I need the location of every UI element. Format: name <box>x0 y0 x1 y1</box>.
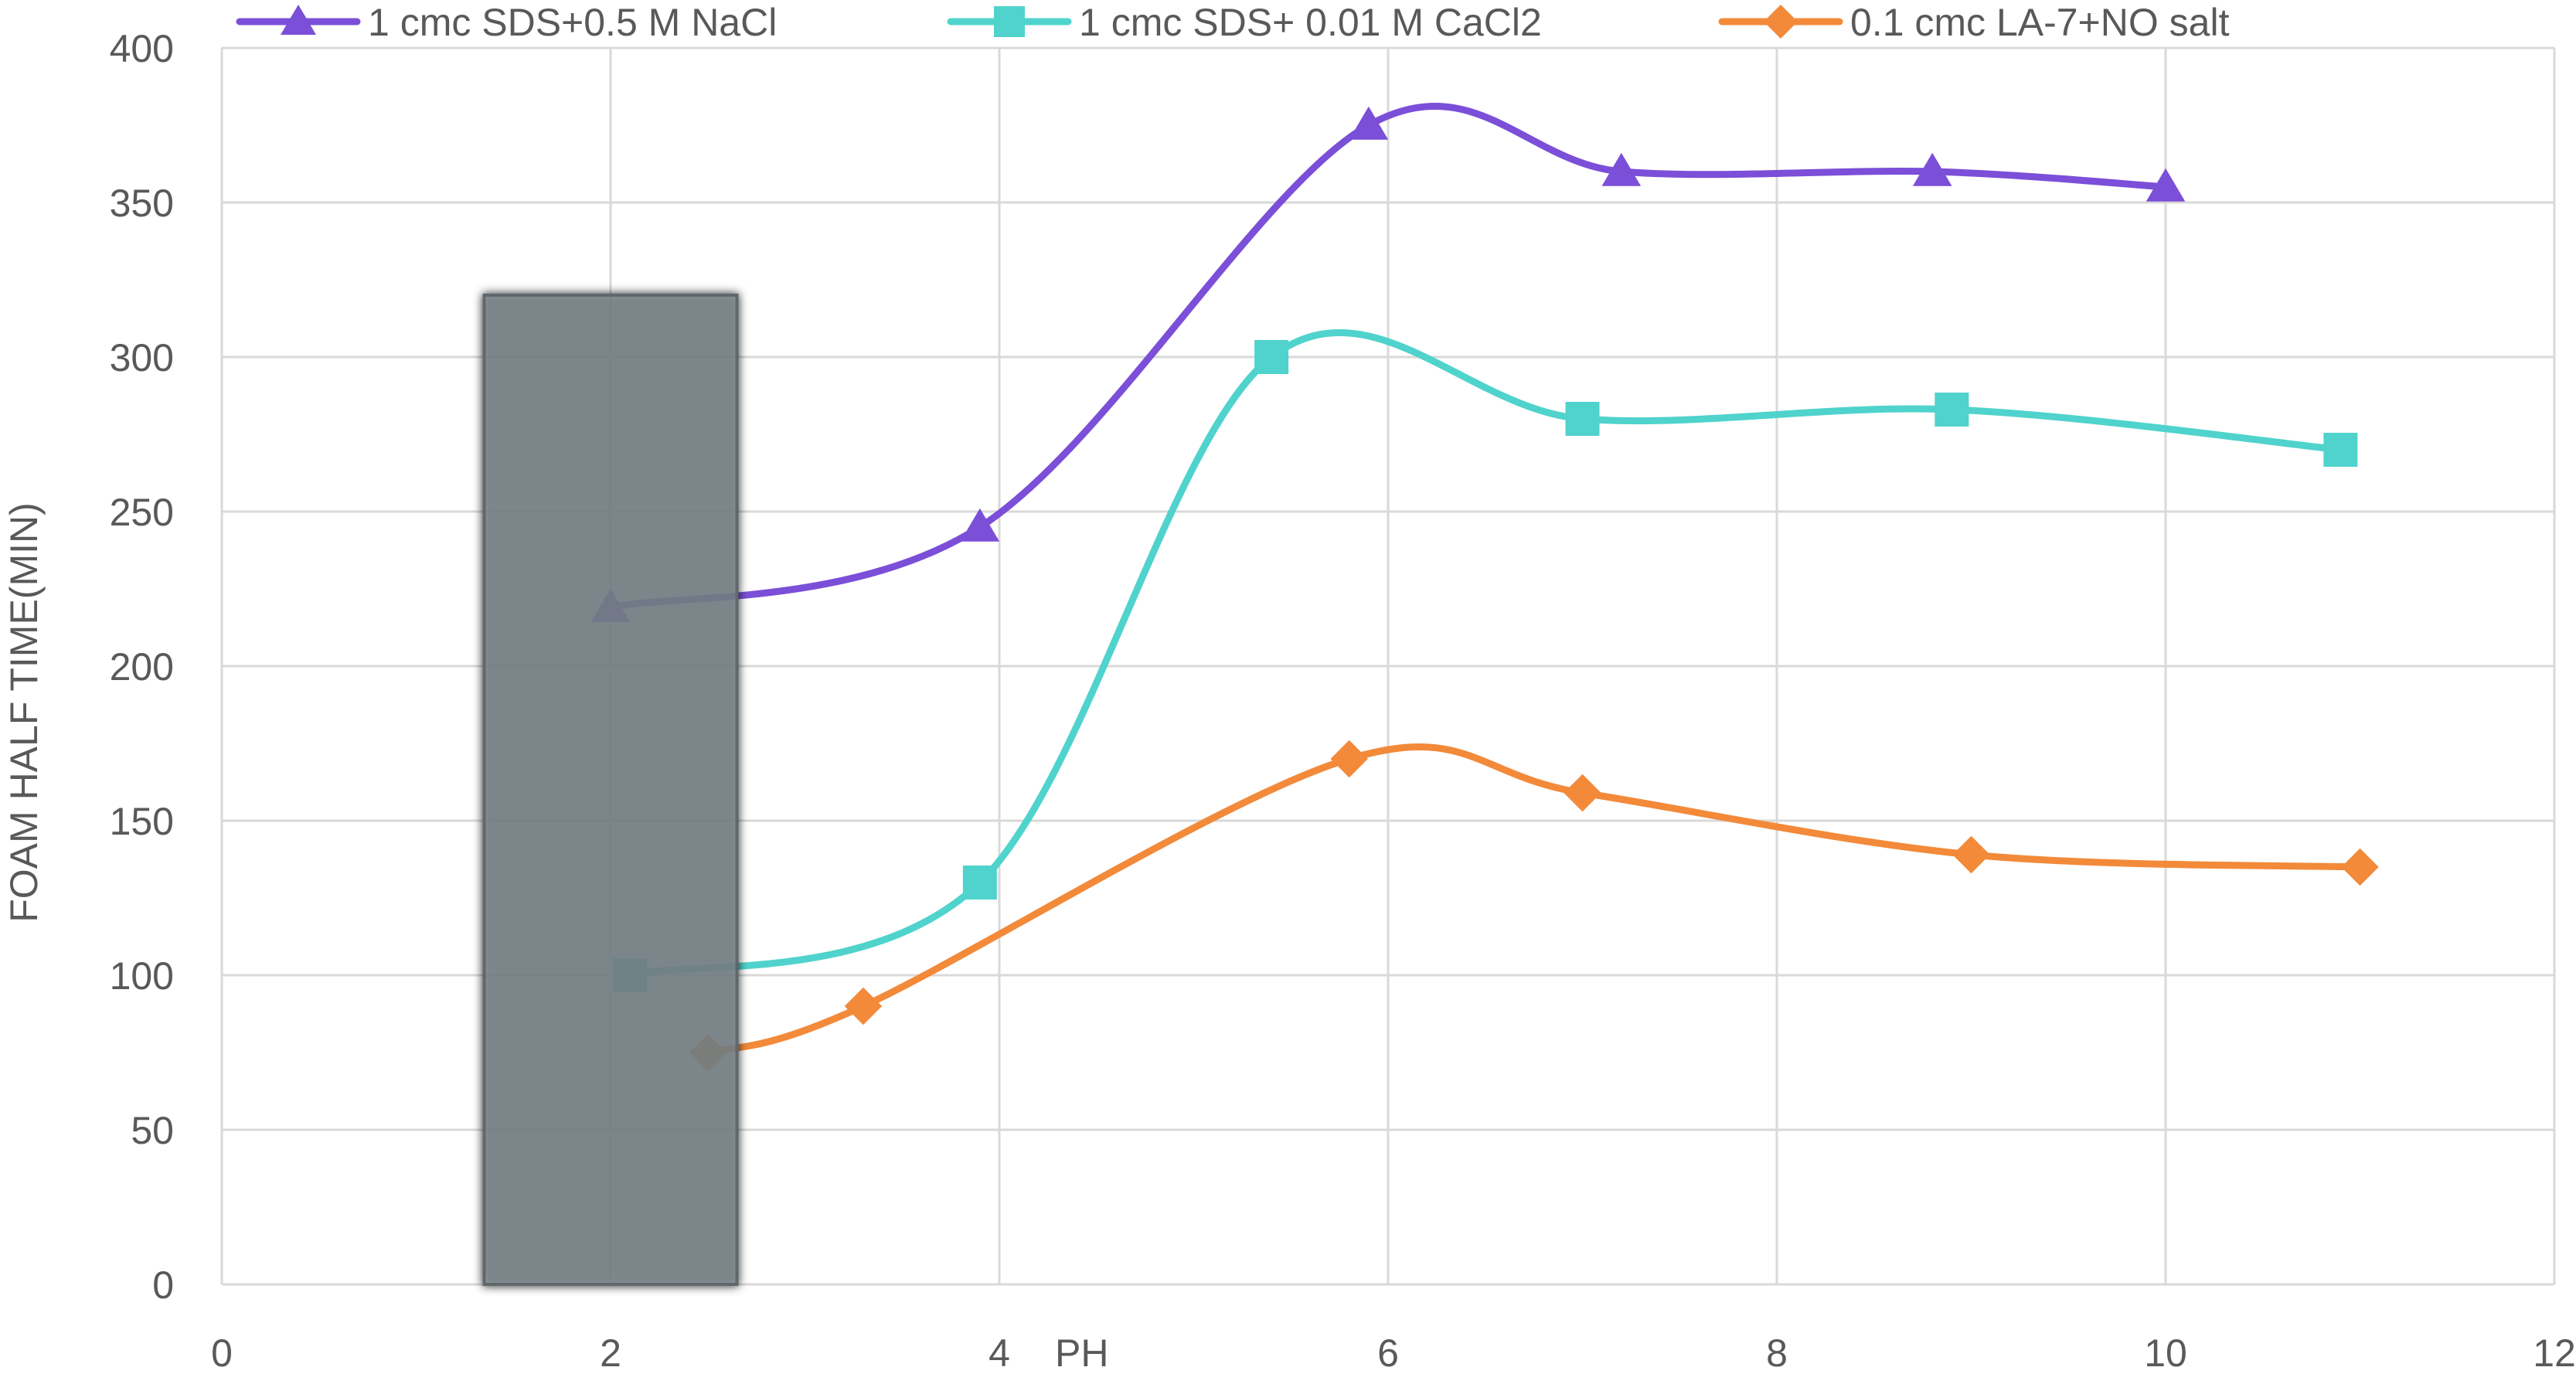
highlight-region <box>482 294 739 1286</box>
data-point-diamond <box>1764 5 1798 39</box>
legend-item-2: 1 cmc SDS+ 0.01 M CaCl2 <box>947 1 1542 44</box>
legend: 1 cmc SDS+0.5 M NaCl 1 cmc SDS+ 0.01 M Ca… <box>236 1 2230 44</box>
legend-label: 1 cmc SDS+ 0.01 M CaCl2 <box>1079 1 1542 44</box>
y-tick-label: 300 <box>110 336 174 379</box>
data-point-diamond <box>1330 740 1368 778</box>
y-tick-label: 150 <box>110 800 174 843</box>
x-tick-label: 12 <box>2533 1331 2576 1370</box>
shaded-highlight-box <box>482 294 739 1286</box>
data-point-triangle <box>281 5 316 35</box>
data-point-diamond <box>1564 774 1601 812</box>
data-point-diamond <box>2341 848 2379 886</box>
legend-item-1: 1 cmc SDS+0.5 M NaCl <box>236 1 777 44</box>
data-point-diamond <box>1952 835 1990 874</box>
y-tick-label: 50 <box>131 1109 174 1152</box>
x-tick-label: 10 <box>2144 1331 2187 1370</box>
data-point-triangle <box>1601 152 1642 186</box>
axes: 0 50 100 150 200 250 300 350 400 0 2 4 6 8 10 12 PH FOAM … <box>2 27 2576 1374</box>
legend-item-3: 0.1 cmc LA-7+NO salt <box>1718 1 2230 44</box>
y-tick-label: 250 <box>110 491 174 534</box>
series-2 <box>613 328 2358 992</box>
x-tick-label: 6 <box>1377 1331 1399 1370</box>
y-tick-label: 350 <box>110 182 174 225</box>
legend-label: 0.1 cmc LA-7+NO salt <box>1850 1 2230 44</box>
y-tick-label: 200 <box>110 645 174 689</box>
data-point-square <box>2323 433 2358 467</box>
data-point-triangle <box>1912 152 1952 186</box>
series-3 <box>689 740 2379 1072</box>
series-line <box>626 328 2344 979</box>
y-tick-label: 0 <box>152 1263 174 1307</box>
x-tick-label: 0 <box>211 1331 233 1370</box>
x-tick-label: 4 <box>989 1331 1010 1370</box>
data-point-triangle <box>960 508 1000 542</box>
y-axis-title: FOAM HALF TIME(MIN) <box>2 502 46 923</box>
x-tick-label: 8 <box>1766 1331 1788 1370</box>
data-point-triangle <box>1349 106 1389 140</box>
data-point-square <box>1935 393 1969 427</box>
data-point-square <box>1565 402 1600 436</box>
series-group <box>590 102 2379 1072</box>
data-point-diamond <box>844 987 883 1025</box>
y-tick-label: 100 <box>110 954 174 998</box>
data-point-triangle <box>2146 168 2186 202</box>
legend-label: 1 cmc SDS+0.5 M NaCl <box>368 1 777 44</box>
x-axis-title: PH <box>1055 1331 1108 1370</box>
x-tick-label: 2 <box>600 1331 621 1370</box>
series-line <box>704 743 2363 1056</box>
data-point-square <box>994 6 1025 37</box>
data-point-square <box>962 866 997 900</box>
y-tick-label: 400 <box>110 27 174 70</box>
data-point-square <box>1254 340 1289 374</box>
